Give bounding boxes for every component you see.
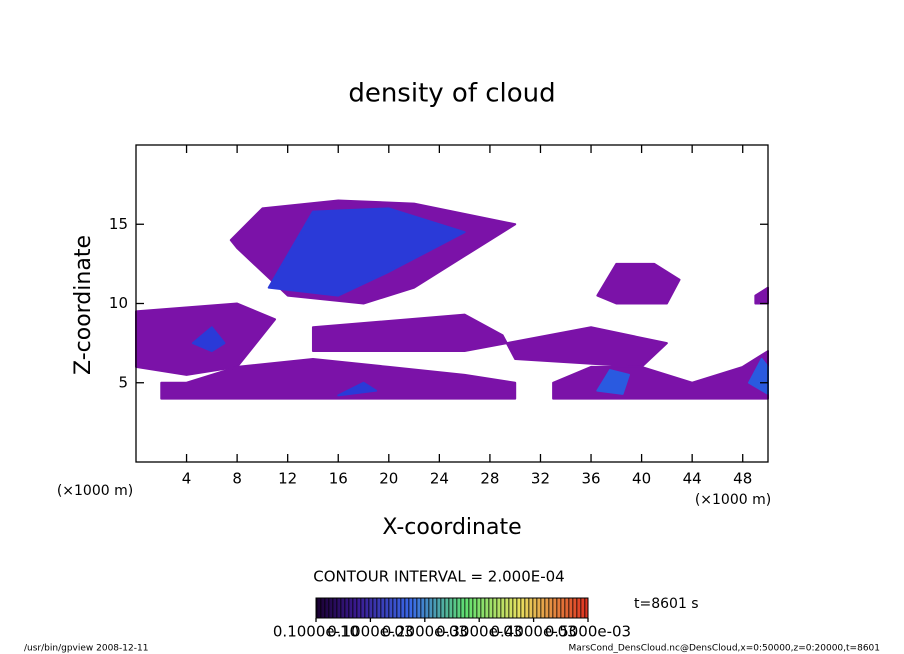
x-tick-label: 48	[733, 470, 752, 488]
cloud-region	[160, 357, 517, 400]
y-axis-label: Z-coordinate	[71, 235, 96, 375]
x-tick-label: 12	[278, 470, 297, 488]
colorbar-label: 0.1000e-10	[273, 623, 359, 641]
colorbar-label: 0.4000e-03	[490, 623, 576, 641]
cloud-region	[191, 326, 226, 353]
x-unit: (×1000 m)	[695, 492, 771, 508]
cloud-region	[267, 207, 466, 297]
cloud-region	[596, 369, 630, 395]
footer-left: /usr/bin/gpview 2008-12-11	[24, 644, 148, 654]
x-tick-label: 36	[581, 470, 600, 488]
x-tick-label: 40	[632, 470, 651, 488]
y-unit: (×1000 m)	[57, 483, 133, 499]
x-tick-label: 32	[531, 470, 550, 488]
chart-title: density of cloud	[348, 79, 555, 109]
x-tick-label: 16	[329, 470, 348, 488]
x-tick-label: 44	[683, 470, 702, 488]
cloud-region	[311, 313, 668, 368]
colorbar-frame	[315, 597, 589, 619]
colorbar-label: 0.1000e-03	[327, 623, 413, 641]
y-tick-label: 5	[118, 373, 128, 391]
x-axis-label: X-coordinate	[382, 515, 521, 540]
x-tick-label: 20	[379, 470, 398, 488]
time-label: t=8601 s	[634, 596, 699, 612]
colorbar-label: 0.2000e-03	[382, 623, 468, 641]
contour-interval: CONTOUR INTERVAL = 2.000E-04	[313, 568, 564, 586]
cloud-region	[337, 381, 378, 397]
x-tick-label: 28	[480, 470, 499, 488]
y-tick-label: 15	[109, 215, 128, 233]
x-tick-label: 4	[182, 470, 192, 488]
y-tick-label: 10	[109, 294, 128, 312]
x-tick-label: 8	[232, 470, 242, 488]
footer-right: MarsCond_DensCloud.nc@DensCloud,x=0:5000…	[569, 644, 881, 654]
cloud-region	[754, 286, 769, 305]
x-tick-label: 24	[430, 470, 449, 488]
colorbar-label: 0.3000e-03	[436, 623, 522, 641]
colorbar-label: 0.5000e-03	[545, 623, 631, 641]
cloud-region	[596, 262, 681, 305]
